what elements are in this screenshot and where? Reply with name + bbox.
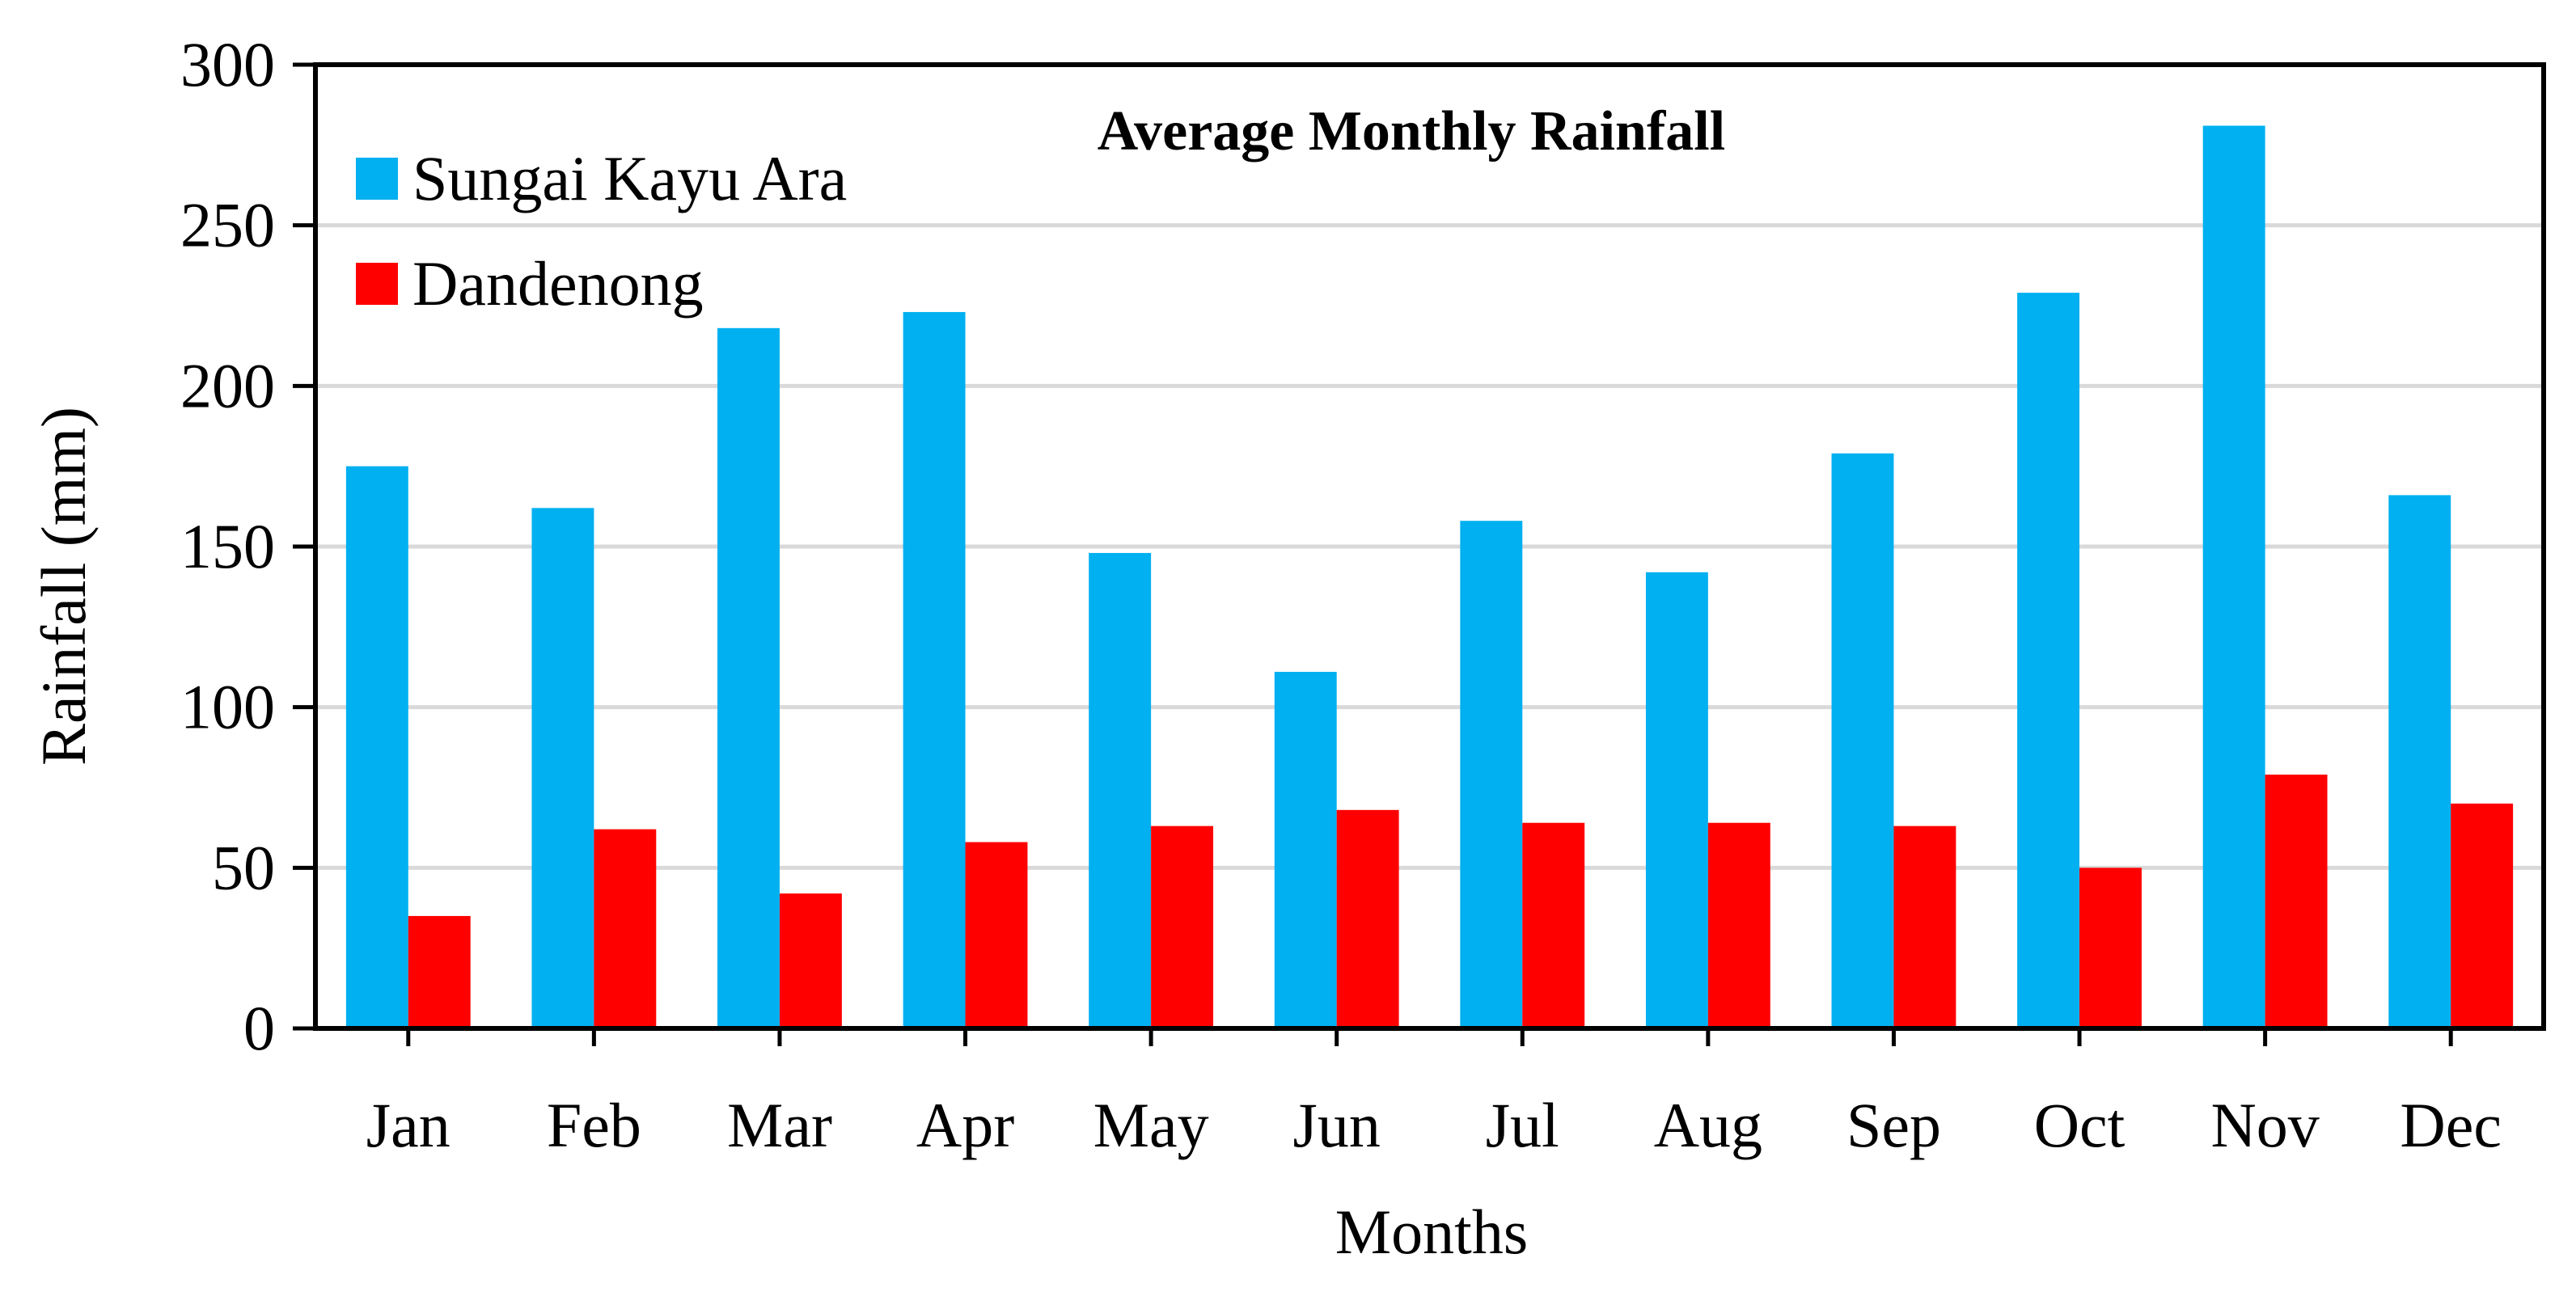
bar-sungai-kayu-ara-jul [1460,521,1523,1028]
x-tick-label-nov: Nov [2210,1090,2319,1160]
bar-sungai-kayu-ara-nov [2202,125,2265,1029]
bar-dandenong-aug [1707,822,1770,1028]
bar-sungai-kayu-ara-may [1089,552,1152,1028]
bar-dandenong-nov [2265,775,2328,1028]
x-tick-label-feb: Feb [547,1090,641,1160]
x-tick-label-dec: Dec [2400,1090,2502,1160]
x-tick-label-aug: Aug [1654,1090,1762,1160]
gridlines [315,223,2544,870]
legend: Sungai Kayu Ara Dandenong [356,143,847,319]
chart-title: Average Monthly Rainfall [1098,100,1725,163]
legend-swatch-sungai-kayu-ara [356,158,398,200]
legend-label-dandenong: Dandenong [412,248,704,319]
bar-dandenong-jan [408,915,471,1028]
bar-dandenong-oct [2079,868,2142,1028]
y-tick-label: 50 [212,832,275,902]
bar-dandenong-feb [594,829,657,1028]
bar-dandenong-apr [965,842,1028,1028]
x-tick-label-mar: Mar [727,1090,832,1160]
bar-sungai-kayu-ara-dec [2388,495,2451,1028]
bars [345,125,2514,1029]
bar-sungai-kayu-ara-oct [2017,293,2080,1028]
y-tick-label: 300 [180,29,275,99]
y-axis-title: Rainfall (mm) [28,407,99,766]
y-tick-label: 150 [180,511,275,581]
y-tick-label: 100 [180,672,275,742]
x-axis-title: Months [1335,1197,1528,1267]
legend-swatch-dandenong [356,263,398,305]
bar-sungai-kayu-ara-aug [1645,572,1708,1028]
x-tick-label-may: May [1093,1090,1209,1160]
bar-sungai-kayu-ara-sep [1831,453,1894,1028]
bar-dandenong-mar [779,893,842,1028]
x-tick-label-sep: Sep [1846,1090,1941,1160]
x-tick-label-jun: Jun [1293,1090,1381,1160]
bar-dandenong-jun [1336,809,1399,1028]
y-tick-label: 250 [180,190,275,260]
x-tick-label-apr: Apr [916,1090,1014,1160]
y-tick-label: 200 [180,350,275,420]
bar-sungai-kayu-ara-mar [717,327,780,1028]
bar-dandenong-dec [2451,803,2514,1028]
bar-sungai-kayu-ara-feb [531,508,594,1028]
bar-sungai-kayu-ara-apr [903,311,966,1028]
bar-dandenong-jul [1522,822,1585,1028]
y-tick-label: 0 [243,993,275,1063]
axes [293,62,2546,1046]
category-labels: Jan Feb Mar Apr May Jun Jul Aug Sep Oct Nov Dec [366,1090,2502,1160]
bar-dandenong-sep [1893,825,1956,1028]
x-tick-label-oct: Oct [2034,1090,2126,1160]
plot-frame [313,62,2546,1031]
bar-sungai-kayu-ara-jun [1274,671,1337,1028]
bar-sungai-kayu-ara-jan [345,466,408,1028]
tick-labels: 0 50 100 150 200 250 300 [180,29,275,1063]
x-tick-label-jul: Jul [1486,1090,1559,1160]
legend-label-sungai-kayu-ara: Sungai Kayu Ara [412,143,847,213]
x-tick-label-jan: Jan [366,1090,450,1160]
bar-dandenong-may [1151,825,1214,1028]
